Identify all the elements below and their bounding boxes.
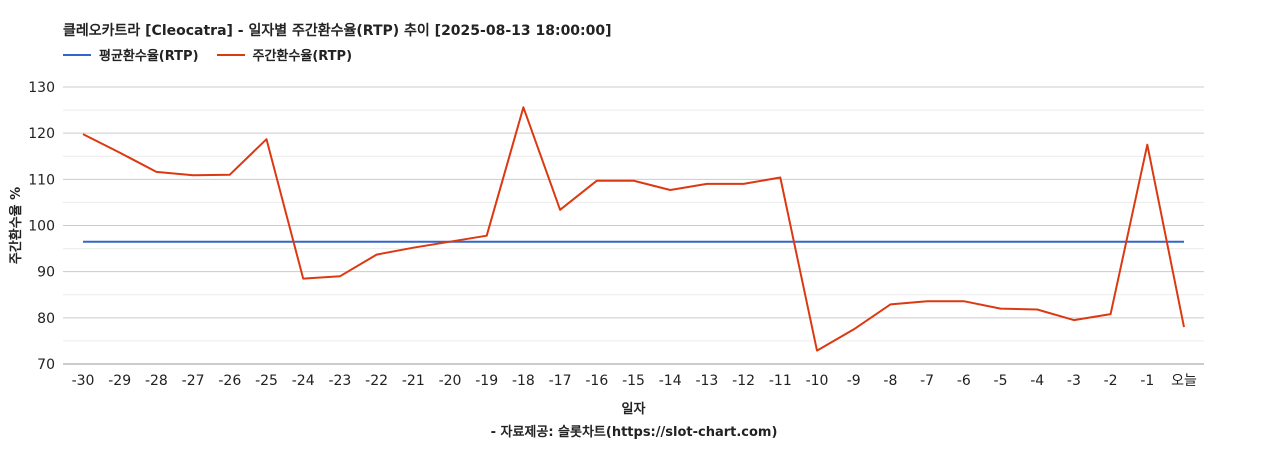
x-tick-label: -11: [769, 373, 792, 389]
x-tick-label: -24: [292, 373, 315, 389]
x-tick-label: -25: [255, 373, 278, 389]
x-tick-label: -14: [659, 373, 682, 389]
x-tick-label: -17: [549, 373, 572, 389]
legend-item-avg[interactable]: 평균환수율(RTP): [63, 45, 199, 64]
chart-legend: 평균환수율(RTP) 주간환수율(RTP): [63, 45, 352, 64]
x-tick-label: -27: [182, 373, 205, 389]
x-tick-label: -1: [1140, 373, 1154, 389]
x-tick-label: -12: [732, 373, 755, 389]
legend-label-avg: 평균환수율(RTP): [99, 49, 199, 64]
y-tick-label: 120: [28, 126, 55, 142]
chart-title: 클레오카트라 [Cleocatra] - 일자별 주간환수율(RTP) 추이 […: [63, 23, 612, 39]
x-tick-label: -26: [218, 373, 241, 389]
x-tick-label: -28: [145, 373, 168, 389]
x-tick-label: -15: [622, 373, 645, 389]
x-tick-label: -10: [806, 373, 829, 389]
x-tick-label: -23: [328, 373, 351, 389]
x-tick-label: -21: [402, 373, 425, 389]
x-tick-label: -8: [883, 373, 897, 389]
y-axis-title: 주간환수율 %: [8, 187, 24, 264]
y-tick-label: 100: [28, 219, 55, 235]
source-credit: - 자료제공: 슬롯차트(https://slot-chart.com): [490, 425, 778, 440]
x-tick-label: -20: [439, 373, 462, 389]
x-tick-label: -6: [957, 373, 971, 389]
y-tick-label: 70: [37, 357, 55, 373]
x-tick-label: -5: [994, 373, 1008, 389]
series-line-weekly: [82, 106, 1185, 352]
x-axis-title: 일자: [622, 402, 646, 417]
y-tick-label: 90: [37, 265, 55, 281]
x-tick-label: -4: [1030, 373, 1044, 389]
x-tick-label: -3: [1067, 373, 1081, 389]
x-tick-label: -22: [365, 373, 388, 389]
x-tick-label: -19: [475, 373, 498, 389]
legend-swatch-weekly: [216, 53, 245, 56]
x-tick-label: -29: [108, 373, 131, 389]
x-tick-label: -30: [72, 373, 95, 389]
x-tick-label: -2: [1104, 373, 1118, 389]
x-tick-label: 오늘: [1171, 373, 1197, 389]
x-tick-label: -16: [585, 373, 608, 389]
y-tick-label: 80: [37, 311, 55, 327]
x-tick-label: -9: [847, 373, 861, 389]
legend-item-weekly[interactable]: 주간환수율(RTP): [216, 45, 353, 64]
legend-swatch-avg: [63, 53, 91, 56]
y-tick-label: 130: [28, 80, 55, 96]
legend-label-weekly: 주간환수율(RTP): [252, 49, 353, 64]
x-tick-label: -18: [512, 373, 535, 389]
x-tick-label: -7: [920, 373, 934, 389]
x-tick-label: -13: [695, 373, 718, 389]
y-tick-label: 110: [28, 172, 55, 188]
